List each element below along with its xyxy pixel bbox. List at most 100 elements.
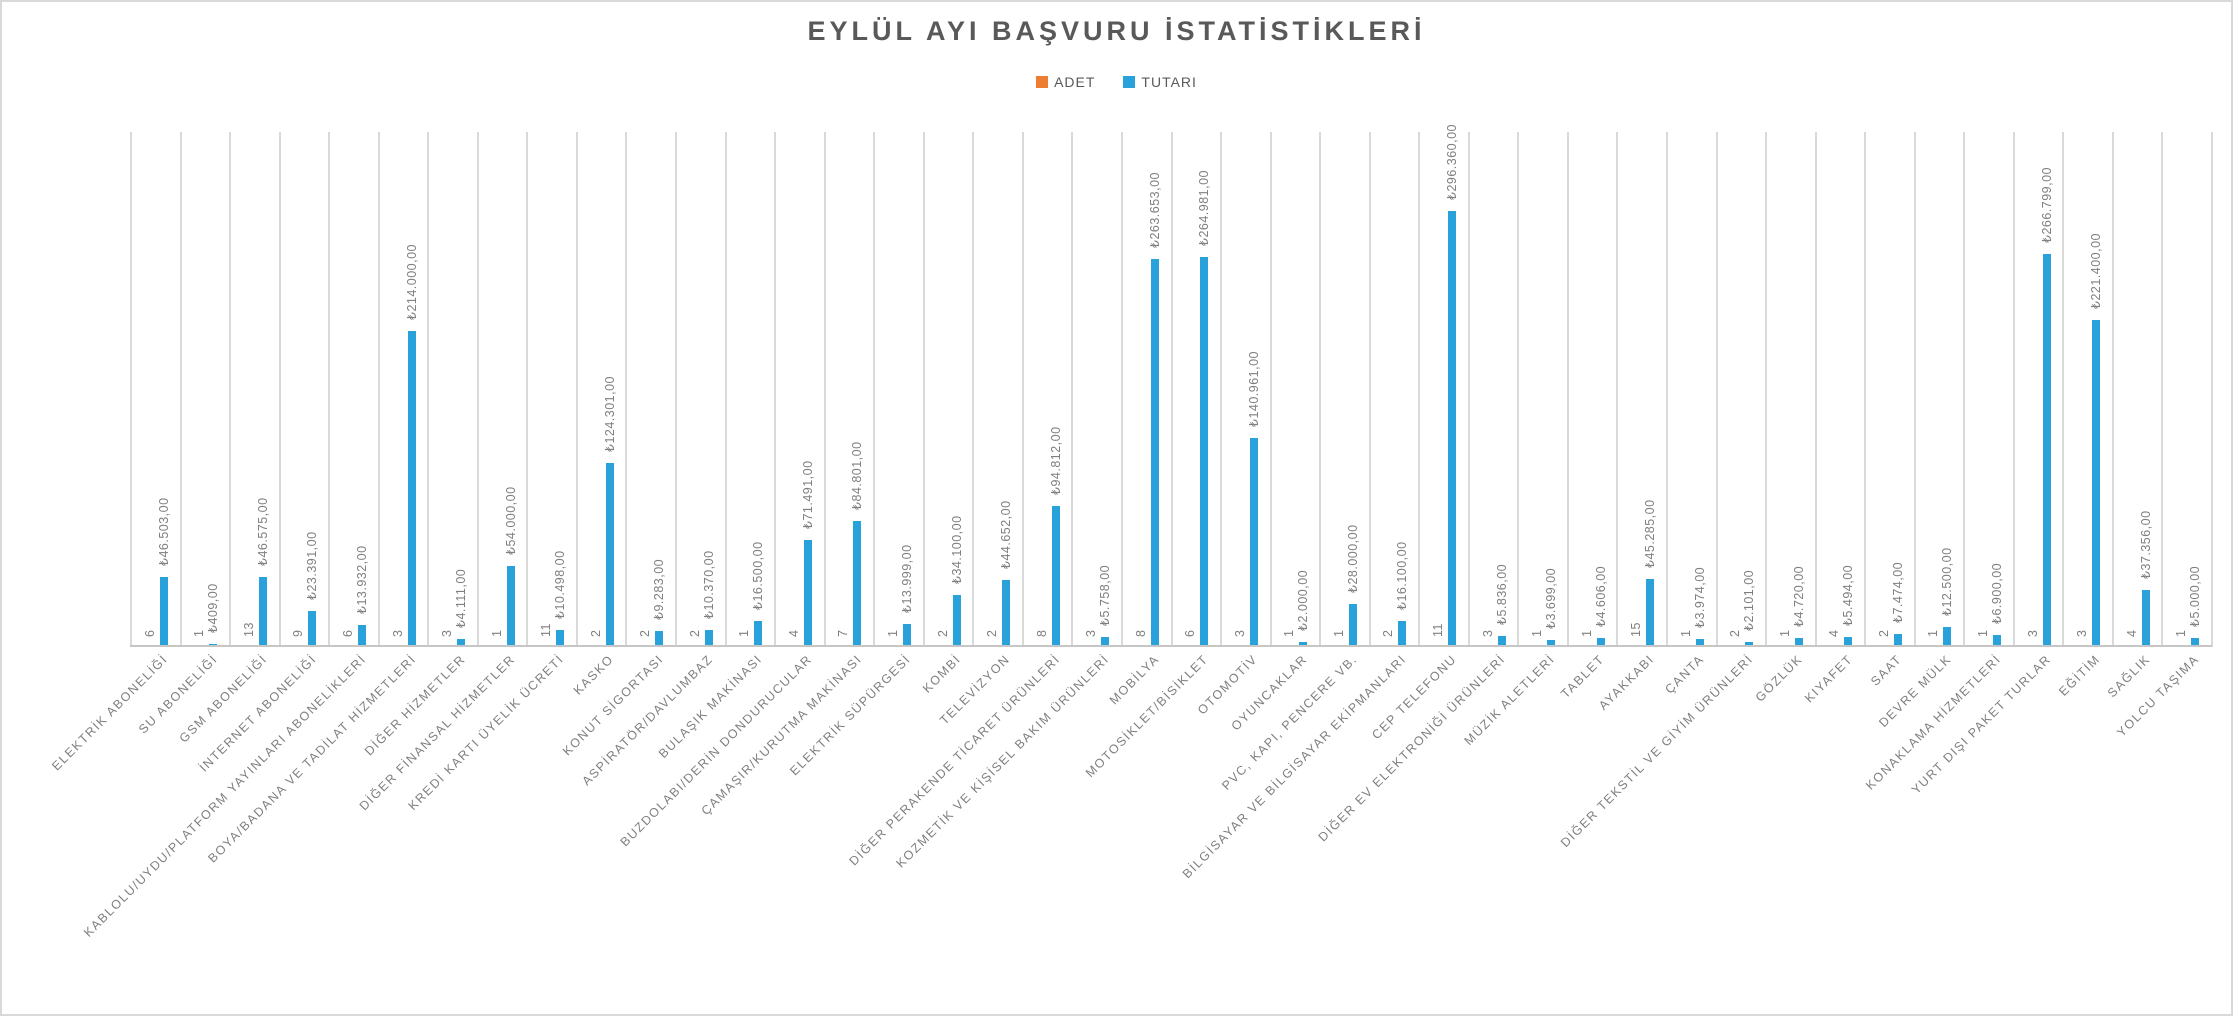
adet-value-label: 2 xyxy=(1876,629,1891,637)
category-cell: 6 ₺46.503,00 ELEKTRİK ABONELİĞİ xyxy=(49,132,180,773)
tutari-bar[interactable] xyxy=(357,625,366,645)
tutari-bar[interactable] xyxy=(1398,621,1407,645)
adet-value-label: 3 xyxy=(1084,629,1099,637)
category-cell: 1 ₺6.900,00 KONAKLAMA HİZMETLERİ xyxy=(1863,132,2013,793)
tutari-bar[interactable] xyxy=(655,631,664,645)
plot-area: 6 ₺46.503,00 ELEKTRİK ABONELİĞİ 1 ₺409,00 SU … xyxy=(49,124,2213,940)
tutari-value-label: ₺5.836,00 xyxy=(1494,563,1509,625)
category-cell: 1 ₺4.606,00 TABLET xyxy=(1559,132,1617,701)
tutari-bar[interactable] xyxy=(1993,635,2002,645)
tutari-value-label: ₺46.575,00 xyxy=(255,497,270,566)
tutari-bar[interactable] xyxy=(754,621,763,645)
tutari-bar[interactable] xyxy=(1547,640,1556,645)
tutari-bar[interactable] xyxy=(1051,506,1060,645)
tutari-bar[interactable] xyxy=(1695,639,1704,645)
tutari-bar[interactable] xyxy=(1943,627,1952,645)
category-cell: 2 ₺34.100,00 KOMBİ xyxy=(920,132,973,696)
category-label: SAAT xyxy=(1868,652,1905,689)
tutari-bar[interactable] xyxy=(1646,579,1655,645)
tutari-bar[interactable] xyxy=(1299,642,1308,645)
tutari-bar[interactable] xyxy=(704,630,713,645)
tutari-bar[interactable] xyxy=(605,463,614,645)
category-cell: 1 ₺13.999,00 ELEKTRİK SÜPÜRGESİ xyxy=(788,132,923,778)
tutari-legend-swatch-icon xyxy=(1123,76,1136,88)
tutari-bar[interactable] xyxy=(1348,604,1357,645)
category-label: GSM ABONELİĞİ xyxy=(176,652,270,746)
adet-value-label: 1 xyxy=(1530,629,1545,637)
legend-label-tutari: TUTARI xyxy=(1141,74,1197,90)
category-cell: 1 ₺16.500,00 BULAŞIK MAKİNASI xyxy=(656,132,775,761)
adet-value-label: 7 xyxy=(836,629,851,637)
tutari-bar[interactable] xyxy=(1200,257,1209,645)
tutari-value-label: ₺10.498,00 xyxy=(553,550,568,619)
tutari-bar[interactable] xyxy=(258,577,267,645)
adet-value-label: 11 xyxy=(539,623,554,637)
adet-value-label: 1 xyxy=(737,629,752,637)
tutari-value-label: ₺46.503,00 xyxy=(156,497,171,566)
tutari-bar[interactable] xyxy=(556,630,565,645)
tutari-value-label: ₺5.494,00 xyxy=(1841,564,1856,626)
tutari-value-label: ₺4.720,00 xyxy=(1791,565,1806,627)
category-cell: 1 ₺3.974,00 ÇANTA xyxy=(1662,132,1716,697)
adet-value-label: 3 xyxy=(440,629,455,637)
tutari-bar[interactable] xyxy=(1101,637,1110,645)
category-cell: 2 ₺16.100,00 BİLGİSAYAR VE BİLGİSAYAR EKİP… xyxy=(1180,132,1419,881)
adet-value-label: 4 xyxy=(1827,629,1842,637)
tutari-bar[interactable] xyxy=(159,577,168,645)
category-cell: 2 ₺44.652,00 TELEVİZYON xyxy=(937,132,1022,728)
tutari-bar[interactable] xyxy=(1448,211,1456,645)
tutari-bar[interactable] xyxy=(902,624,911,645)
adet-value-label: 8 xyxy=(1034,629,1049,637)
category-cell: 1 ₺4.720,00 GÖZLÜK xyxy=(1753,132,1815,705)
adet-value-label: 3 xyxy=(1480,629,1495,637)
tutari-bar[interactable] xyxy=(308,611,317,645)
tutari-bar[interactable] xyxy=(1745,642,1754,645)
tutari-value-label: ₺37.356,00 xyxy=(2138,510,2153,579)
tutari-value-label: ₺34.100,00 xyxy=(949,515,964,584)
tutari-bar[interactable] xyxy=(1596,638,1605,645)
category-cell: 3 ₺266.799,00 YURT DIŞI PAKET TURLAR xyxy=(1909,132,2063,797)
tutari-bar[interactable] xyxy=(2141,590,2150,645)
tutari-bar[interactable] xyxy=(1002,580,1011,645)
tutari-bar[interactable] xyxy=(2191,638,2200,645)
tutari-value-label: ₺3.699,00 xyxy=(1544,567,1559,629)
tutari-bar[interactable] xyxy=(457,639,466,645)
tutari-value-label: ₺13.932,00 xyxy=(354,545,369,614)
tutari-bar[interactable] xyxy=(952,595,961,645)
tutari-value-label: ₺71.491,00 xyxy=(800,460,815,529)
tutari-bar[interactable] xyxy=(506,566,515,645)
adet-value-label: 1 xyxy=(1976,629,1991,637)
tutari-bar[interactable] xyxy=(407,331,416,645)
category-cell: 1 ₺3.699,00 MÜZİK ALETLERİ xyxy=(1462,132,1567,748)
tutari-bar[interactable] xyxy=(803,540,812,645)
tutari-bar[interactable] xyxy=(2042,254,2051,645)
category-cell: 3 ₺221.400,00 EĞİTİM xyxy=(2056,132,2112,699)
category-cell: 2 ₺2.101,00 DİĞER TEKSTİL VE GİYİM ÜRÜNLER… xyxy=(1558,132,1766,850)
tutari-bar[interactable] xyxy=(1893,634,1902,645)
tutari-value-label: ₺94.812,00 xyxy=(1048,426,1063,495)
tutari-bar[interactable] xyxy=(853,521,862,645)
tutari-bar[interactable] xyxy=(1844,637,1853,645)
tutari-bar[interactable] xyxy=(1150,259,1159,645)
tutari-value-label: ₺44.652,00 xyxy=(999,500,1014,569)
tutari-value-label: ₺2.000,00 xyxy=(1296,569,1311,631)
category-label: GÖZLÜK xyxy=(1753,652,1806,705)
adet-value-label: 1 xyxy=(1678,629,1693,637)
tutari-bar[interactable] xyxy=(209,644,218,645)
adet-value-label: 6 xyxy=(142,629,157,637)
category-label: ÇANTA xyxy=(1662,652,1707,697)
tutari-bar[interactable] xyxy=(1497,636,1506,645)
tutari-bar[interactable] xyxy=(1794,638,1803,645)
legend-item-tutari[interactable]: TUTARI xyxy=(1123,74,1197,90)
legend-item-adet[interactable]: ADET xyxy=(1036,74,1095,90)
tutari-value-label: ₺13.999,00 xyxy=(899,544,914,613)
tutari-value-label: ₺2.101,00 xyxy=(1742,569,1757,631)
chart-title: EYLÜL AYI BAŞVURU İSTATİSTİKLERİ xyxy=(807,16,1426,46)
tutari-bar[interactable] xyxy=(2092,320,2101,645)
adet-legend-swatch-icon xyxy=(1036,76,1049,88)
tutari-bar[interactable] xyxy=(1249,438,1258,645)
adet-value-label: 2 xyxy=(638,629,653,637)
adet-value-label: 2 xyxy=(935,629,950,637)
adet-value-label: 13 xyxy=(241,622,256,637)
adet-value-label: 2 xyxy=(588,629,603,637)
